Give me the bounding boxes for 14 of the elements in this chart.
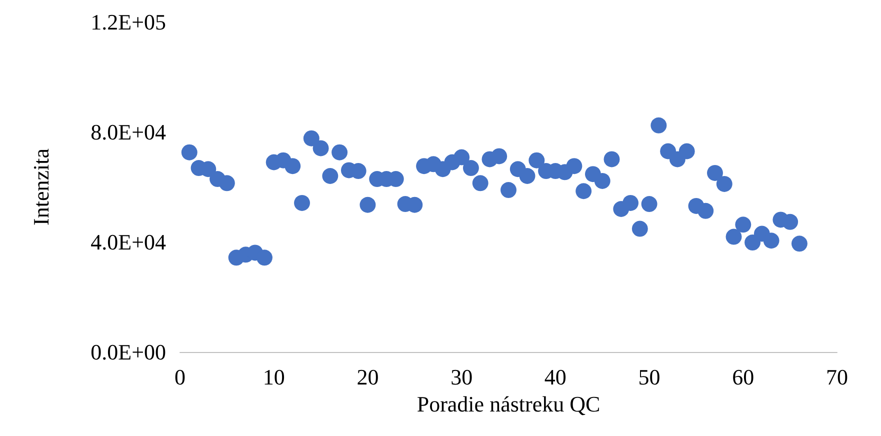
x-tick-label: 0 (174, 364, 186, 390)
y-tick-label: 4.0E+04 (90, 230, 166, 254)
x-tick-label: 50 (638, 364, 660, 390)
y-tick-label: 0.0E+00 (90, 340, 166, 364)
x-tick-label: 30 (450, 364, 473, 390)
x-tick-label: 70 (826, 364, 848, 390)
x-tick-label: 60 (732, 364, 754, 390)
y-tick-label: 1.2E+05 (90, 10, 166, 34)
x-tick-label: 40 (544, 364, 566, 390)
y-tick-label: 8.0E+04 (90, 120, 166, 144)
y-axis-title: Intenzita (28, 148, 54, 226)
x-axis-title: Poradie nástreku QC (416, 391, 600, 416)
x-tick-label: 20 (356, 364, 379, 390)
x-tick-label: 10 (262, 364, 285, 390)
